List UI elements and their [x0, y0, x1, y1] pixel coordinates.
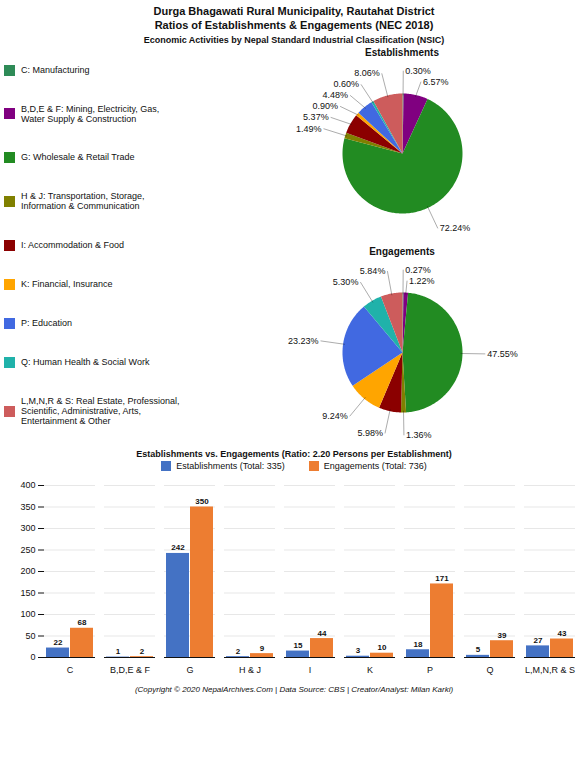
svg-text:P: P	[427, 664, 433, 674]
svg-text:B,D,E & F: B,D,E & F	[110, 664, 151, 674]
svg-text:0.30%: 0.30%	[405, 65, 431, 75]
svg-text:9.24%: 9.24%	[322, 411, 348, 421]
html-text:G: Wholesale & Retail Trade: G: Wholesale & Retail Trade	[21, 152, 135, 163]
svg-text:44: 44	[318, 628, 327, 637]
svg-text:250: 250	[20, 544, 35, 554]
svg-text:0.27%: 0.27%	[405, 264, 431, 274]
svg-text:400: 400	[20, 480, 35, 490]
svg-text:300: 300	[20, 523, 35, 533]
html-text:Engagements (Total: 736): Engagements (Total: 736)	[323, 460, 427, 471]
html-text:P: Education: P: Education	[21, 318, 72, 328]
html-text:Establishments: Establishments	[365, 46, 439, 58]
svg-text:72.24%: 72.24%	[440, 223, 471, 233]
html-text:B,D,E & F: Mining, Electricity: B,D,E & F: Mining, Electricity, Gas, Wat…	[21, 103, 160, 124]
svg-text:L,M,N,R & S: L,M,N,R & S	[525, 664, 575, 674]
svg-text:0.90%: 0.90%	[313, 101, 339, 111]
svg-text:K: K	[367, 664, 373, 674]
html-text:Engagements: Engagements	[369, 245, 435, 257]
svg-text:23.23%: 23.23%	[288, 335, 319, 345]
html-text:Establishments (Total: 335): Establishments (Total: 335)	[176, 460, 285, 471]
svg-text:242: 242	[171, 543, 185, 552]
svg-text:150: 150	[20, 587, 35, 597]
svg-text:68: 68	[78, 618, 87, 627]
svg-text:H & J: H & J	[239, 664, 261, 674]
svg-text:15: 15	[294, 641, 303, 650]
svg-text:5.84%: 5.84%	[360, 266, 386, 276]
svg-text:18: 18	[414, 639, 423, 648]
svg-text:1.36%: 1.36%	[406, 430, 432, 440]
html-text:Q: Human Health & Social Work: Q: Human Health & Social Work	[21, 356, 150, 367]
svg-text:8.06%: 8.06%	[354, 68, 380, 78]
svg-text:200: 200	[20, 566, 35, 576]
svg-text:3: 3	[356, 646, 361, 655]
html-text:H & J: Transportation, Storage: H & J: Transportation, Storage, Informat…	[21, 191, 145, 212]
svg-text:43: 43	[558, 629, 567, 638]
svg-text:I: I	[309, 664, 312, 674]
svg-text:0: 0	[30, 652, 35, 662]
svg-text:39: 39	[498, 630, 507, 639]
svg-text:C: C	[67, 664, 74, 674]
svg-text:5.30%: 5.30%	[333, 277, 359, 287]
html-text:Establishments vs. Engagements: Establishments vs. Engagements (Ratio: 2…	[136, 448, 452, 459]
svg-text:Q: Q	[486, 664, 493, 674]
svg-text:1.49%: 1.49%	[296, 123, 322, 133]
html-text:L,M,N,R & S: Real Estate, Prof: L,M,N,R & S: Real Estate, Professional, …	[21, 395, 180, 427]
svg-text:5: 5	[476, 645, 481, 654]
svg-text:9: 9	[260, 643, 265, 652]
svg-text:10: 10	[378, 643, 387, 652]
svg-text:171: 171	[435, 574, 449, 583]
svg-text:0.60%: 0.60%	[333, 79, 359, 89]
html-text:I: Accommodation & Food: I: Accommodation & Food	[21, 240, 125, 251]
svg-text:350: 350	[195, 497, 209, 506]
svg-text:G: G	[186, 664, 193, 674]
svg-text:2: 2	[140, 646, 145, 655]
html-text:(Copyright © 2020 NepalArchive: (Copyright © 2020 NepalArchives.Com | Da…	[134, 684, 454, 694]
svg-text:1.22%: 1.22%	[409, 275, 435, 285]
svg-text:5.98%: 5.98%	[357, 428, 383, 438]
svg-text:50: 50	[25, 630, 35, 640]
svg-text:1: 1	[116, 647, 121, 656]
svg-text:22: 22	[54, 638, 63, 647]
svg-text:5.37%: 5.37%	[303, 112, 329, 122]
svg-text:27: 27	[534, 635, 543, 644]
html-text:Durga Bhagawati Rural Municipa: Durga Bhagawati Rural Municipality, Raut…	[153, 5, 435, 32]
svg-text:350: 350	[20, 501, 35, 511]
html-text:Economic Activities by Nepal S: Economic Activities by Nepal Standard In…	[143, 34, 445, 45]
svg-text:2: 2	[236, 646, 241, 655]
svg-text:100: 100	[20, 609, 35, 619]
svg-text:47.55%: 47.55%	[487, 348, 518, 358]
html-text:K: Financial, Insurance: K: Financial, Insurance	[21, 279, 113, 289]
html-text:C: Manufacturing: C: Manufacturing	[21, 64, 90, 75]
svg-text:6.57%: 6.57%	[423, 76, 449, 86]
svg-text:4.48%: 4.48%	[323, 90, 349, 100]
